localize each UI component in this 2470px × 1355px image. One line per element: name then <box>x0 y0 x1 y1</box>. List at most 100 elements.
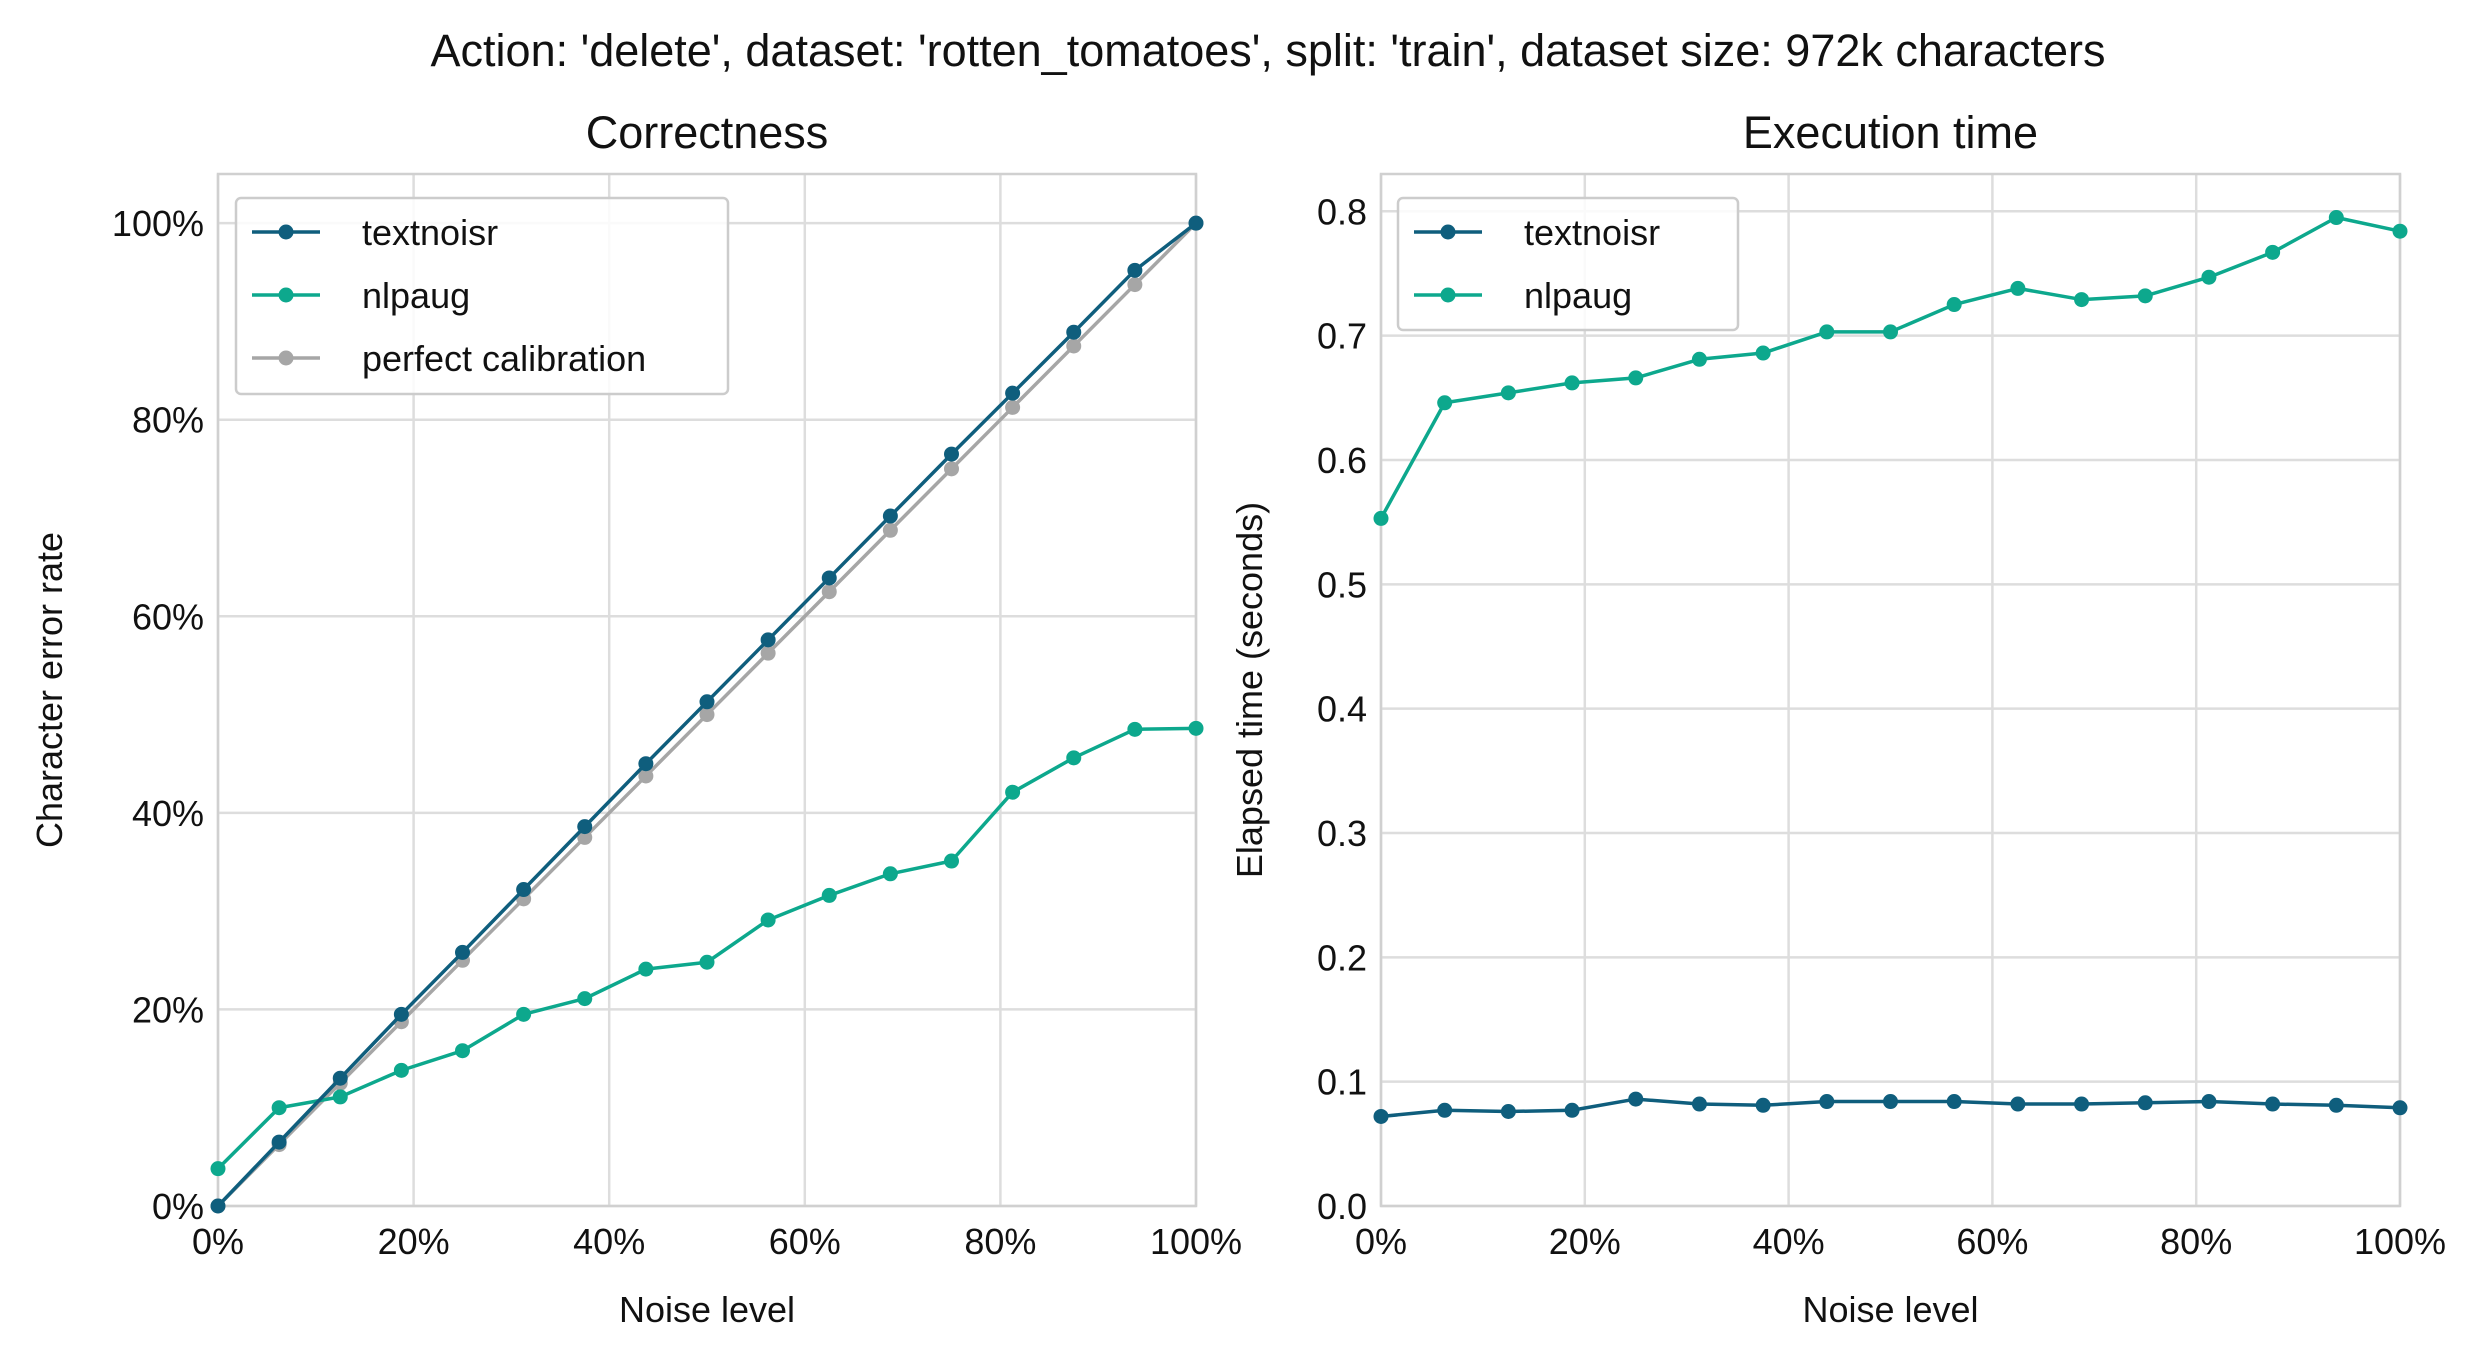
data-point <box>944 461 959 477</box>
data-point <box>1066 750 1082 766</box>
data-point <box>1628 370 1644 386</box>
data-point <box>210 1161 226 1177</box>
data-point <box>2137 288 2153 304</box>
data-point <box>1005 385 1021 401</box>
data-point <box>2137 1095 2153 1111</box>
legend-box <box>1396 196 1740 332</box>
data-point <box>638 961 654 977</box>
y-tick-label: 80% <box>132 400 204 441</box>
series-nlpaug <box>1373 210 2408 526</box>
data-point <box>2201 1094 2217 1110</box>
data-point <box>882 508 898 524</box>
chart-title: Execution time <box>1743 107 2038 158</box>
y-tick-label: 40% <box>132 793 204 834</box>
x-tick-label: 80% <box>2160 1221 2232 1262</box>
data-point <box>1005 784 1021 800</box>
legend-entry-textnoisr: textnoisr <box>1414 212 1660 253</box>
data-point <box>577 829 593 845</box>
data-point <box>760 645 776 661</box>
data-point <box>882 522 898 538</box>
y-tick-label: 0.7 <box>1317 316 1367 357</box>
data-point <box>638 756 654 772</box>
data-point <box>1500 1104 1516 1120</box>
data-point <box>699 707 715 723</box>
legend-label: nlpaug <box>362 275 470 316</box>
chart-title: Correctness <box>586 107 829 158</box>
data-point <box>2074 292 2090 308</box>
legend-entry-nlpaug: nlpaug <box>252 275 470 316</box>
data-point <box>882 866 898 882</box>
figure-suptitle: Action: 'delete', dataset: 'rotten_tomat… <box>431 25 2106 76</box>
y-tick-label: 0.8 <box>1317 191 1367 232</box>
y-tick-label: 0.0 <box>1317 1186 1367 1227</box>
series-textnoisr <box>1373 1091 2408 1124</box>
data-point <box>821 584 837 600</box>
x-tick-label: 20% <box>378 1221 450 1262</box>
x-tick-label: 100% <box>2354 1221 2446 1262</box>
data-point <box>393 1006 409 1022</box>
legend-swatch-marker <box>1440 287 1456 303</box>
legend-swatch-marker <box>278 287 294 303</box>
data-point <box>1691 351 1707 367</box>
legend: textnoisr nlpaug <box>1396 196 1740 332</box>
legend-entry-textnoisr: textnoisr <box>252 212 498 253</box>
data-point <box>1188 720 1204 736</box>
data-point <box>577 819 593 835</box>
data-point <box>1883 1094 1898 1110</box>
y-tick-label: 0.6 <box>1317 440 1367 481</box>
data-point <box>944 853 959 869</box>
data-point <box>1883 324 1898 340</box>
data-point <box>271 1100 287 1116</box>
data-point <box>1373 1108 1389 1124</box>
data-point <box>1127 277 1143 293</box>
x-axis-label: Noise level <box>619 1289 795 1330</box>
data-point <box>1500 385 1516 401</box>
y-tick-label: 60% <box>132 596 204 637</box>
data-point <box>1755 1097 1771 1113</box>
data-point <box>699 954 715 970</box>
data-point <box>1564 375 1580 391</box>
data-point <box>1946 297 1962 313</box>
correctness-chart: 0% 20% 40% 60% 80% 100% 0% 20% 40% 60% 80% 100% Corr… <box>29 107 1242 1330</box>
data-point <box>760 632 776 648</box>
data-point <box>271 1134 287 1150</box>
data-point <box>638 768 654 784</box>
data-point <box>2265 244 2281 260</box>
y-tick-label: 0% <box>152 1186 204 1227</box>
y-tick-label: 0.4 <box>1317 689 1367 730</box>
data-point <box>1127 262 1143 278</box>
x-tick-label: 40% <box>573 1221 645 1262</box>
y-axis-label: Elapsed time (seconds) <box>1229 502 1270 878</box>
data-point <box>455 944 470 960</box>
x-tick-label: 60% <box>769 1221 841 1262</box>
data-point <box>1819 324 1835 340</box>
y-tick-label: 0.2 <box>1317 937 1367 978</box>
y-tick-label: 0.3 <box>1317 813 1367 854</box>
data-point <box>760 912 776 928</box>
series-nlpaug <box>210 720 1204 1177</box>
y-tick-label: 0.1 <box>1317 1062 1367 1103</box>
data-point <box>1066 338 1082 354</box>
legend-label: textnoisr <box>1524 212 1660 253</box>
x-tick-label: 0% <box>192 1221 244 1262</box>
data-point <box>332 1089 348 1105</box>
legend-entry-perfect-calibration: perfect calibration <box>252 338 646 379</box>
x-tick-label: 100% <box>1150 1221 1242 1262</box>
x-tick-label: 20% <box>1549 1221 1621 1262</box>
legend: textnoisr nlpaug perfect calibration <box>234 196 730 396</box>
data-point <box>1628 1091 1644 1107</box>
data-point <box>2201 269 2217 285</box>
data-point <box>516 882 532 898</box>
data-point <box>1373 510 1389 526</box>
data-point <box>332 1070 348 1086</box>
data-point <box>2265 1096 2281 1112</box>
y-tick-label: 100% <box>112 203 204 244</box>
data-point <box>2392 1100 2408 1116</box>
legend-entry-nlpaug: nlpaug <box>1414 275 1632 316</box>
data-point <box>1691 1096 1707 1112</box>
data-point <box>1188 215 1204 231</box>
y-axis-label: Character error rate <box>29 532 70 848</box>
data-point <box>1946 1094 1962 1110</box>
data-point <box>1127 721 1143 737</box>
